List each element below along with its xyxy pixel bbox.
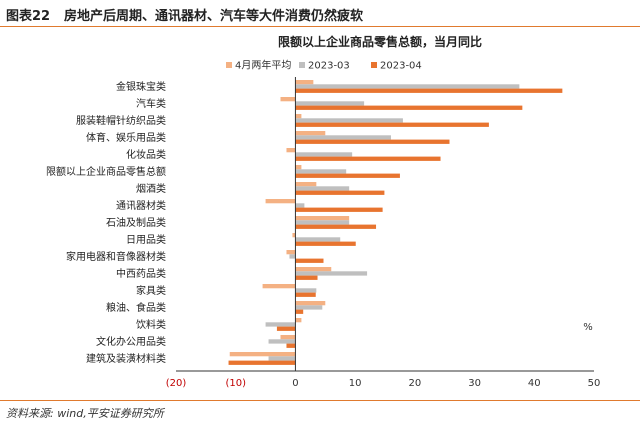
figure-footer: 资料来源: wind,平安证券研究所: [0, 400, 640, 429]
figure-header: 图表22 房地产后周期、通讯器材、汽车等大件消费仍然疲软: [0, 0, 640, 27]
bar-11-2: [295, 275, 318, 280]
bar-7-2: [295, 207, 383, 212]
category-label-14: 饮料类: [136, 318, 166, 331]
bar-1-1: [295, 101, 365, 106]
legend-label-2: 2023-04: [380, 61, 422, 72]
figure-source: 资料来源: wind,平安证券研究所: [6, 407, 164, 420]
bar-8-0: [295, 216, 350, 221]
bar-9-1: [295, 237, 341, 242]
bar-8-1: [295, 220, 350, 225]
bar-13-0: [295, 301, 326, 306]
category-label-15: 文化办公用品类: [96, 335, 166, 348]
x-tick-label-2: 0: [292, 378, 298, 389]
bar-5-0: [295, 165, 302, 170]
chart-title: 限额以上企业商品零售总额，当月同比: [278, 34, 482, 49]
bar-3-2: [295, 139, 450, 144]
bar-13-1: [295, 305, 323, 310]
category-label-1: 汽车类: [136, 97, 166, 110]
x-tick-label-7: 50: [588, 378, 601, 389]
bar-12-0: [262, 284, 296, 289]
bar-10-1: [289, 254, 296, 259]
x-tick-label-0: (20): [166, 378, 187, 389]
bar-13-2: [295, 309, 304, 314]
bar-0-1: [295, 84, 520, 89]
bar-11-0: [295, 267, 332, 272]
category-label-0: 金银珠宝类: [116, 80, 166, 93]
category-label-7: 通讯器材类: [116, 199, 166, 212]
bar-16-2: [228, 360, 296, 365]
figure-title: 房地产后周期、通讯器材、汽车等大件消费仍然疲软: [64, 9, 364, 24]
bar-5-2: [295, 173, 400, 178]
bar-10-0: [286, 250, 296, 255]
bar-4-0: [286, 148, 296, 153]
x-tick-label-4: 20: [408, 378, 421, 389]
bar-2-0: [295, 114, 302, 119]
bar-16-1: [268, 356, 296, 361]
legend-swatch-0: [226, 62, 232, 68]
category-label-6: 烟酒类: [136, 182, 166, 195]
category-label-8: 石油及制品类: [106, 216, 166, 229]
bar-marks: [228, 80, 563, 365]
bar-1-2: [295, 105, 523, 110]
legend-label-0: 4月两年平均: [235, 59, 291, 72]
bar-14-1: [265, 322, 296, 327]
bar-0-0: [295, 80, 314, 85]
category-label-16: 建筑及装潢材料类: [86, 352, 166, 365]
bar-0-2: [295, 88, 563, 93]
bar-2-1: [295, 118, 403, 123]
category-labels: 金银珠宝类汽车类服装鞋帽针纺织品类体育、娱乐用品类化妆品类限额以上企业商品零售总…: [46, 80, 166, 365]
bar-3-0: [295, 131, 326, 136]
bar-8-2: [295, 224, 377, 229]
bar-14-2: [276, 326, 296, 331]
category-label-4: 化妆品类: [126, 148, 166, 161]
bar-12-1: [295, 288, 317, 293]
bar-2-2: [295, 122, 489, 127]
bar-chart: 限额以上企业商品零售总额，当月同比 4月两年平均 2023-03 2023-04 金…: [46, 34, 601, 389]
unit-label: %: [583, 322, 593, 333]
category-label-5: 限额以上企业商品零售总额: [46, 165, 166, 178]
bar-6-2: [295, 190, 385, 195]
category-label-2: 服装鞋帽针纺织品类: [76, 114, 166, 127]
bar-1-0: [280, 97, 296, 102]
bar-15-0: [280, 335, 296, 340]
bar-14-0: [295, 318, 302, 323]
category-label-13: 粮油、食品类: [106, 301, 166, 314]
category-label-12: 家具类: [136, 284, 166, 297]
bar-9-0: [292, 233, 296, 238]
category-label-3: 体育、娱乐用品类: [86, 131, 166, 144]
x-tick-labels: (20) (10) 0 10 20 30 40 50: [166, 378, 601, 389]
bar-6-0: [295, 182, 317, 187]
bar-7-1: [295, 203, 305, 208]
bar-4-2: [295, 156, 441, 161]
bar-7-0: [265, 199, 296, 204]
bar-6-1: [295, 186, 350, 191]
x-tick-label-6: 40: [528, 378, 541, 389]
legend-label-1: 2023-03: [308, 61, 350, 72]
bar-3-1: [295, 135, 391, 140]
category-label-11: 中西药品类: [116, 267, 166, 280]
x-tick-label-5: 30: [468, 378, 481, 389]
bar-12-2: [295, 292, 316, 297]
bar-9-2: [295, 241, 356, 246]
legend-swatch-2: [371, 62, 377, 68]
bar-5-1: [295, 169, 347, 174]
bar-16-0: [229, 352, 296, 357]
x-tick-label-3: 10: [349, 378, 362, 389]
chart-legend: 4月两年平均 2023-03 2023-04: [226, 59, 422, 72]
bar-4-1: [295, 152, 353, 157]
category-label-10: 家用电器和音像器材类: [66, 250, 166, 263]
bar-10-2: [295, 258, 324, 263]
bar-15-1: [268, 339, 296, 344]
bar-11-1: [295, 271, 368, 276]
category-label-9: 日用品类: [126, 233, 166, 246]
figure-number: 图表22: [6, 9, 51, 24]
legend-swatch-1: [299, 62, 305, 68]
x-tick-label-1: (10): [225, 378, 246, 389]
bar-15-2: [286, 343, 296, 348]
